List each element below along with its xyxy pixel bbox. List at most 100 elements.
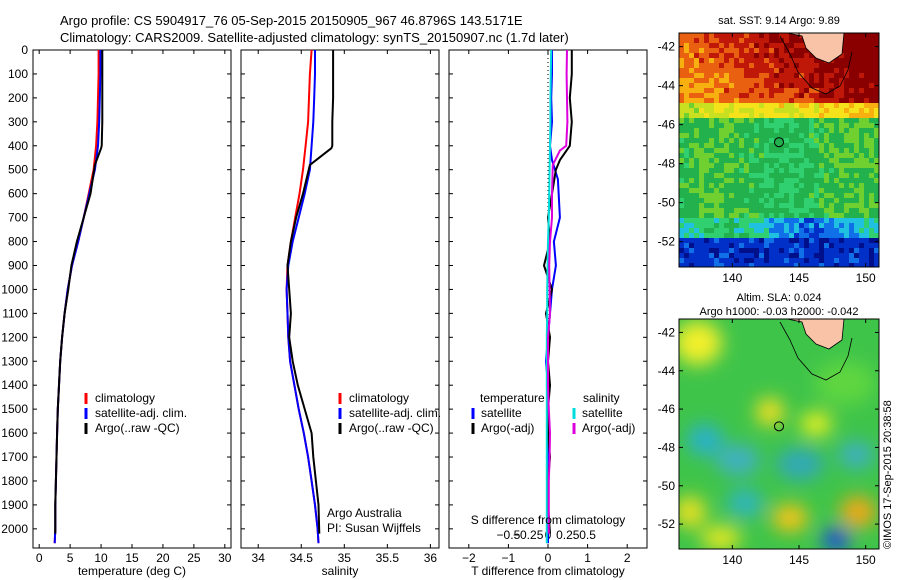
sst-cell <box>864 63 869 68</box>
sst-cell <box>709 133 714 138</box>
sst-cell <box>869 83 874 88</box>
sst-cell <box>679 133 684 138</box>
sst-cell <box>814 243 819 248</box>
sst-cell <box>694 58 699 63</box>
sst-cell <box>844 78 849 83</box>
sst-cell <box>839 243 844 248</box>
header-line1: Argo profile: CS 5904917_76 05-Sep-2015 … <box>60 13 523 28</box>
sst-cell <box>859 243 864 248</box>
sst-cell <box>679 98 684 103</box>
sst-cell <box>784 233 789 238</box>
sst-cell <box>679 63 684 68</box>
sst-cell <box>724 68 729 73</box>
series-line <box>286 50 335 534</box>
sst-cell <box>769 258 774 263</box>
sst-cell <box>754 48 759 53</box>
salinity-axes-frame <box>240 49 440 549</box>
sst-cell <box>854 213 859 218</box>
sst-cell <box>714 178 719 183</box>
sst-cell <box>799 253 804 258</box>
sst-cell <box>724 53 729 58</box>
sst-cell <box>749 63 754 68</box>
sst-cell <box>874 243 879 248</box>
sst-cell <box>749 203 754 208</box>
sst-cell <box>864 128 869 133</box>
sst-cell <box>744 33 749 38</box>
sst-cell <box>694 143 699 148</box>
sst-cell <box>699 188 704 193</box>
sst-cell <box>794 83 799 88</box>
sst-cell <box>709 263 714 267</box>
sst-cell <box>729 153 734 158</box>
sst-cell <box>799 163 804 168</box>
sst-cell <box>699 108 704 113</box>
sst-cell <box>744 148 749 153</box>
sst-cell <box>699 178 704 183</box>
sst-cell <box>809 238 814 243</box>
sst-cell <box>734 228 739 233</box>
sst-cell <box>814 228 819 233</box>
sst-cell <box>859 43 864 48</box>
sst-cell <box>809 53 814 58</box>
sst-cell <box>684 183 689 188</box>
sst-cell <box>769 158 774 163</box>
sst-cell <box>814 118 819 123</box>
sst-cell <box>759 88 764 93</box>
sst-cell <box>854 168 859 173</box>
sst-cell <box>764 153 769 158</box>
sst-cell <box>729 133 734 138</box>
sst-cell <box>789 248 794 253</box>
sst-cell <box>819 203 824 208</box>
sst-cell <box>749 93 754 98</box>
sst-cell <box>794 243 799 248</box>
sst-cell <box>864 228 869 233</box>
sst-cell <box>789 233 794 238</box>
sst-cell <box>834 68 839 73</box>
sst-cell <box>729 198 734 203</box>
sst-cell <box>819 253 824 258</box>
sst-cell <box>764 173 769 178</box>
sst-cell <box>769 68 774 73</box>
sst-cell <box>679 33 684 38</box>
sst-cell <box>749 133 754 138</box>
sst-cell <box>769 253 774 258</box>
sst-cell <box>759 233 764 238</box>
sst-cell <box>874 148 879 153</box>
sst-cell <box>749 103 754 108</box>
sst-cell <box>684 258 689 263</box>
sst-cell <box>874 58 879 63</box>
sst-cell <box>754 58 759 63</box>
sst-cell <box>804 128 809 133</box>
sst-cell <box>864 193 869 198</box>
sst-cell <box>784 38 789 43</box>
sst-cell <box>684 58 689 63</box>
sst-cell <box>739 243 744 248</box>
sst-cell <box>709 248 714 253</box>
sst-cell <box>679 213 684 218</box>
y-tick-label: 400 <box>8 139 28 153</box>
sst-cell <box>684 163 689 168</box>
sst-cell <box>714 193 719 198</box>
sst-cell <box>724 148 729 153</box>
sst-cell <box>689 118 694 123</box>
sst-cell <box>794 238 799 243</box>
sst-cell <box>804 123 809 128</box>
sst-cell <box>729 143 734 148</box>
sst-cell <box>679 243 684 248</box>
sst-cell <box>724 248 729 253</box>
sst-cell <box>869 228 874 233</box>
sst-cell <box>849 233 854 238</box>
sst-cell <box>724 263 729 267</box>
sst-cell <box>789 58 794 63</box>
sst-cell <box>764 223 769 228</box>
sst-cell <box>699 48 704 53</box>
sst-cell <box>769 73 774 78</box>
sst-cell <box>759 63 764 68</box>
sst-cell <box>739 58 744 63</box>
sst-cell <box>684 173 689 178</box>
sst-cell <box>834 158 839 163</box>
sst-cell <box>859 258 864 263</box>
sst-cell <box>769 208 774 213</box>
sst-cell <box>714 113 719 118</box>
sst-cell <box>829 238 834 243</box>
